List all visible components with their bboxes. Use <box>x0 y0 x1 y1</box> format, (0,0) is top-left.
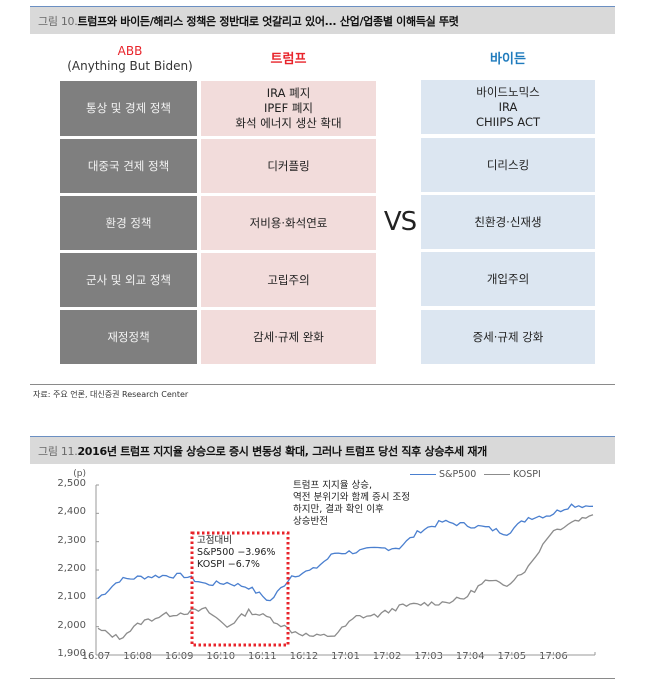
legend-kospi: KOSPI <box>484 469 541 480</box>
category-cell: 환경 정책 <box>60 196 197 250</box>
x-tick-label: 17.02 <box>372 651 402 662</box>
legend-swatch-sp500 <box>410 473 436 476</box>
source-note: 자료: 주요 언론, 대신증권 Research Center <box>33 390 189 399</box>
category-cell: 통상 및 경제 정책 <box>60 81 197 136</box>
trump-policy-cell: 디커플링 <box>201 139 376 193</box>
x-tick-label: 16.10 <box>206 651 236 662</box>
trend-annotation: 트럼프 지지율 상승, 역전 분위기와 함께 증시 조정 하지만, 결과 확인 … <box>293 480 410 527</box>
sp500-line <box>97 503 594 602</box>
x-tick-label: 17.05 <box>497 651 527 662</box>
trump-policy-cell: 고립주의 <box>201 253 376 307</box>
y-tick-label: 2,000 <box>57 619 86 631</box>
divider <box>30 678 615 679</box>
figure-11-caption: 그림 11.2016년 트럼프 지지율 상승으로 증시 변동성 확대, 그러나 … <box>38 443 487 459</box>
figure-10-header: 그림 10.트럼프와 바이든/해리스 정책은 정반대로 엇갈리고 있어... 산… <box>30 6 615 34</box>
chart-axes <box>95 484 596 656</box>
figure-11-header: 그림 11.2016년 트럼프 지지율 상승으로 증시 변동성 확대, 그러나 … <box>30 436 615 464</box>
drawdown-highlight-box <box>190 531 290 647</box>
category-cell: 군사 및 외교 정책 <box>60 253 197 307</box>
policy-line: 화석 에너지 생산 확대 <box>235 116 342 130</box>
y-tick-label: 2,500 <box>57 478 86 489</box>
trump-header: 트럼프 <box>270 52 307 67</box>
x-tick-label: 16.09 <box>164 651 194 662</box>
legend-swatch-kospi <box>484 473 510 476</box>
category-cell: 재정정책 <box>60 310 197 364</box>
y-tick-label: 2,200 <box>57 563 86 574</box>
x-tick-label: 17.06 <box>539 651 568 662</box>
biden-header: 바이든 <box>490 52 526 67</box>
category-cell: 대중국 견제 정책 <box>60 139 197 193</box>
trump-policy-cell: 감세·규제 완화 <box>201 310 376 364</box>
biden-policy-cell: 친환경·신재생 <box>421 195 595 249</box>
y-tick-label: 2,400 <box>57 506 86 518</box>
y-tick-label: 2,100 <box>57 591 86 603</box>
figure-number: 그림 10. <box>38 15 78 28</box>
biden-policy-cell: 디리스킹 <box>421 138 595 192</box>
figure-10-caption: 그림 10.트럼프와 바이든/해리스 정책은 정반대로 엇갈리고 있어... 산… <box>38 13 459 29</box>
biden-policy-cell: 바이드노믹스 IRA CHIIPS ACT <box>421 80 595 134</box>
x-tick-label: 16.11 <box>248 651 277 662</box>
x-tick-label: 17.03 <box>414 651 443 662</box>
y-tick-label: 2,300 <box>57 534 86 546</box>
trump-policy-cell: IRA 폐지 IPEF 폐지 화석 에너지 생산 확대 <box>201 81 376 136</box>
drawdown-annotation: 고점대비 S&P500 −3.96% KOSPI −6.7% <box>197 535 276 570</box>
figure-title: 트럼프와 바이든/해리스 정책은 정반대로 엇갈리고 있어... 산업/업종별 … <box>77 15 459 28</box>
abb-header: ABB (Anything But Biden) <box>60 44 200 74</box>
policy-line: IPEF 폐지 <box>263 101 314 115</box>
x-tick-label: 16.08 <box>123 651 152 662</box>
x-tick-label: 16.07 <box>81 651 111 662</box>
legend-label: KOSPI <box>513 469 541 480</box>
x-tick-label: 16.12 <box>289 651 319 662</box>
abb-sublabel: (Anything But Biden) <box>67 59 193 73</box>
policy-line: IRA <box>498 99 518 114</box>
figure-number: 그림 11. <box>38 445 78 458</box>
trump-policy-cell: 저비용·화석연료 <box>201 196 376 250</box>
divider <box>30 384 615 385</box>
x-tick-label: 17.01 <box>331 651 360 662</box>
kospi-line <box>97 514 594 641</box>
y-tick-label: 1,900 <box>57 648 86 659</box>
figure-title: 2016년 트럼프 지지율 상승으로 증시 변동성 확대, 그러나 트럼프 당선… <box>77 445 487 458</box>
biden-policy-cell: 증세·규제 강화 <box>421 310 595 364</box>
legend-sp500: S&P500 <box>410 469 476 480</box>
policy-line: IRA 폐지 <box>266 86 311 100</box>
abb-label: ABB <box>117 44 143 58</box>
x-tick-label: 17.04 <box>455 651 485 662</box>
policy-line: CHIIPS ACT <box>475 114 541 129</box>
legend-label: S&P500 <box>439 469 477 480</box>
vs-label: VS <box>383 207 417 237</box>
y-axis-unit: (p) <box>73 469 86 479</box>
policy-line: 바이드노믹스 <box>476 84 540 99</box>
biden-policy-cell: 개입주의 <box>421 252 595 306</box>
